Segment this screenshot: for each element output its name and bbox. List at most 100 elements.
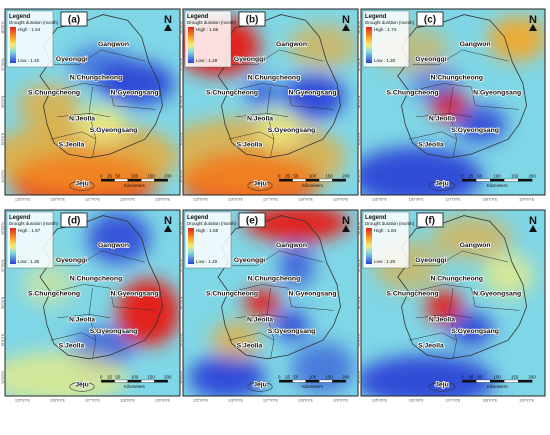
panel-surface [5,9,180,195]
longitude-label: 126°0'0"E [228,399,244,403]
interpolation-surface [5,211,180,396]
province-boundary [412,83,520,110]
scale-segment [517,379,533,383]
scale-segment [140,178,155,182]
region-label-sgyeongsang: S.Gyeongsang [90,328,138,335]
north-arrow-head [164,24,172,31]
legend-ramp [366,27,372,63]
latitude-label: 34°0'0"N [1,170,5,183]
surface-blob-orange [487,16,545,62]
scale-tick: 0 [100,375,103,380]
jeju-island [69,381,95,392]
latitude-label: 34°0'0"N [1,371,5,384]
longitude-label: 128°0'0"E [120,198,136,202]
scale-tick: 150 [147,375,155,380]
coastline [217,14,341,159]
panel-frame [360,209,546,397]
longitude-label: 127°0'0"E [85,399,101,403]
region-label-sjeolla: S.Jeolla [237,142,263,149]
scale-tick: 200 [164,174,172,179]
latitude-label: 38°0'0"N [357,222,361,235]
latitude-label: 35°0'0"N [1,333,5,346]
longitude-label: 127°0'0"E [263,399,279,403]
longitude-label: 127°0'0"E [85,198,101,202]
legend-high-value: High : 1.55 [196,228,219,233]
province-boundary [231,83,334,110]
surface-blob-yellow [482,252,534,298]
province-boundary [232,250,324,267]
longitude-label: 125°0'0"E [193,399,209,403]
scale-segment [504,379,519,383]
region-label-ngyeongsang: N.Gyeongsang [289,90,337,97]
surface-blob-blue [244,77,280,108]
north-arrow-head [529,225,537,232]
north-arrow-head [342,24,350,31]
surface-blob-orange [211,321,260,359]
province-boundary [53,83,156,110]
legend-title: Legend [187,215,209,221]
latitude-label: 35°0'0"N [357,333,361,346]
legend-title: Legend [365,215,387,221]
region-label-jeju: Jeju [253,382,267,389]
coastline [217,215,341,360]
scale-tick: 150 [511,174,519,179]
scale-tick: 150 [325,375,333,380]
region-label-schungcheong: S.Chungcheong [28,90,80,97]
scale-unit: Kilometers [487,183,509,188]
legend-low-value: Low : 1.28 [196,58,218,63]
coastline [397,14,528,159]
region-label-ngyeongsang: N.Gyeongsang [111,90,159,97]
legend-low-value: Low : 1.20 [196,259,218,264]
longitude-label: 125°0'0"E [193,198,209,202]
scale-tick: 200 [528,174,536,179]
region-label-schungcheong: S.Chungcheong [206,291,258,298]
legend-ramp [188,27,194,63]
legend-ramp [366,228,372,264]
legend-subtitle: Drought duration (month) [365,221,415,226]
region-label-schungcheong: S.Chungcheong [386,291,438,298]
surface-blob-blue [454,105,507,143]
longitude-label: 128°0'0"E [482,399,498,403]
scale-segment [114,178,129,182]
surface-blob-blue [87,211,151,264]
scale-tick: 25 [468,375,473,380]
region-label-sjeolla: S.Jeolla [59,343,85,350]
scale-tick: 150 [325,174,333,179]
longitude-label: 128°0'0"E [120,399,136,403]
scale-tick: 0 [278,375,281,380]
panel-label: (b) [246,15,259,26]
latitude-label: 36°0'0"N [179,296,183,309]
latitude-label: 35°0'0"N [1,132,5,145]
north-arrow-head [342,225,350,232]
province-boundary [88,87,97,158]
region-label-gangwon: Gangwon [98,41,129,48]
province-boundary [54,250,146,267]
region-label-nchungcheong: N.Chungcheong [430,75,482,82]
region-label-schungcheong: S.Chungcheong [386,90,438,97]
region-label-gangwon: Gangwon [460,41,491,48]
scale-tick: 0 [461,174,464,179]
longitude-label: 129°0'0"E [519,399,535,403]
region-label-sjeolla: S.Jeolla [418,142,444,149]
province-boundary [266,288,275,359]
region-label-ngyeongsang: N.Gyeongsang [289,291,337,298]
surface-blob-orange [430,215,512,261]
region-label-jeju: Jeju [75,181,89,188]
surface-blob-red [244,210,350,242]
scale-segment [504,178,519,182]
province-boundary [53,284,156,311]
latitude-label: 38°0'0"N [179,21,183,34]
latitude-label: 36°0'0"N [1,95,5,108]
region-label-gyeonggi: Gyeonggi [234,56,265,63]
region-label-nchungcheong: N.Chungcheong [430,276,482,283]
panel-label-box [416,11,444,27]
